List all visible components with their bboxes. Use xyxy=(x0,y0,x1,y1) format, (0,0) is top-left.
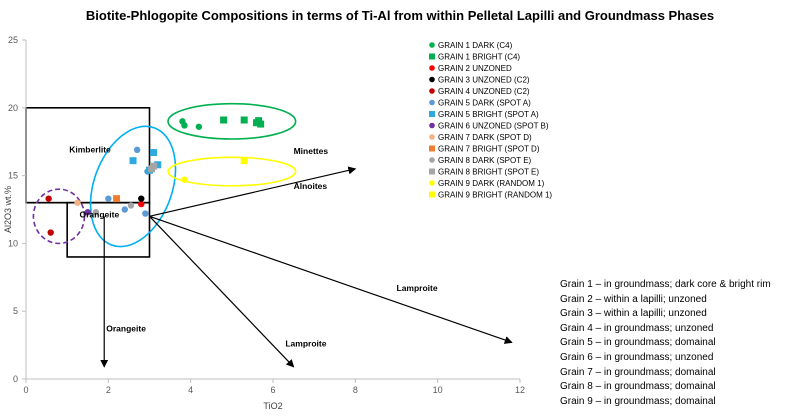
data-point-circle xyxy=(181,122,188,129)
legend-entry: GRAIN 1 BRIGHT (C4) xyxy=(438,53,520,62)
field-box-kimberlite xyxy=(25,107,151,204)
legend-marker-circle xyxy=(429,42,435,48)
data-point-square xyxy=(129,157,137,165)
data-point-circle xyxy=(138,195,145,202)
legend-entry: GRAIN 5 DARK (SPOT A) xyxy=(438,99,531,108)
data-point-circle xyxy=(105,195,112,202)
data-point-square xyxy=(220,116,228,124)
group-ellipse xyxy=(89,125,177,248)
x-tick-label: 10 xyxy=(433,385,443,395)
annotation-alnoites: Alnoites xyxy=(294,181,328,191)
grain-note: Grain 4 – in groundmass; unzoned xyxy=(560,322,714,334)
y-tick-label: 15 xyxy=(8,171,18,181)
legend-marker-circle xyxy=(429,65,435,71)
legend-marker-square xyxy=(429,191,435,198)
x-tick-label: 12 xyxy=(515,385,525,395)
legend-marker-circle xyxy=(429,180,435,186)
legend-entry: GRAIN 7 BRIGHT (SPOT D) xyxy=(438,145,540,154)
grain-note: Grain 1 – in groundmass; dark core & bri… xyxy=(560,279,771,290)
legend-marker-square xyxy=(429,53,435,60)
data-point-circle xyxy=(142,210,149,217)
data-point-square xyxy=(113,195,121,203)
data-point-circle xyxy=(181,176,188,183)
legend-entry: GRAIN 5 BRIGHT (SPOT A) xyxy=(438,110,539,119)
legend-entry: GRAIN 6 UNZONED (SPOT B) xyxy=(438,122,549,131)
annotation-minettes: Minettes xyxy=(294,146,329,156)
legend-marker-square xyxy=(429,168,435,175)
y-tick-label: 0 xyxy=(13,374,18,384)
legend-entry: GRAIN 7 DARK (SPOT D) xyxy=(438,133,532,142)
x-tick-label: 8 xyxy=(353,385,358,395)
legend-marker-circle xyxy=(429,99,435,106)
data-point-square xyxy=(240,116,248,124)
grain-note: Grain 3 – within a lapilli; unzoned xyxy=(560,308,707,320)
y-tick-label: 5 xyxy=(13,306,18,316)
y-tick-label: 25 xyxy=(8,35,18,45)
grain-note: Grain 8 – in groundmass; domainal xyxy=(560,381,716,393)
group-ellipse xyxy=(167,156,297,187)
grain-note: Grain 9 – in groundmass; domainal xyxy=(560,395,716,407)
legend-entry: GRAIN 8 DARK (SPOT E) xyxy=(438,156,532,165)
y-axis-label: Al2O3 wt.% xyxy=(3,186,13,233)
trend-arrow xyxy=(149,215,513,344)
annotation-lamproite: Lamproite xyxy=(285,338,326,348)
trend-arrow xyxy=(149,215,295,368)
x-tick-label: 6 xyxy=(270,385,275,395)
data-point-circle xyxy=(92,209,100,216)
data-point-square xyxy=(154,161,162,169)
y-tick-label: 20 xyxy=(8,103,18,113)
annotation-orangeite: Orangeite xyxy=(106,324,146,334)
legend-marker-square xyxy=(429,145,435,152)
grain-note: Grain 5 – in groundmass; domainal xyxy=(560,337,716,349)
annotation-kimberlite: Kimberlite xyxy=(69,145,111,155)
legend-marker-square xyxy=(429,111,435,117)
legend-entry: GRAIN 8 BRIGHT (SPOT E) xyxy=(438,168,539,177)
data-point-circle xyxy=(74,199,81,206)
annotation-lamproite: Lamproite xyxy=(397,283,438,293)
legend-marker-circle xyxy=(429,122,435,129)
data-point-circle xyxy=(138,200,145,208)
legend-marker-circle xyxy=(429,157,435,163)
legend-marker-circle xyxy=(429,134,435,140)
x-tick-label: 2 xyxy=(106,385,111,395)
data-point-circle xyxy=(121,206,128,213)
legend-entry: GRAIN 1 DARK (C4) xyxy=(438,41,513,50)
data-point-square xyxy=(240,157,248,165)
trend-arrow xyxy=(149,166,357,217)
legend-entry: GRAIN 9 BRIGHT (RANDOM 1) xyxy=(438,191,552,200)
grain-note: Grain 7 – in groundmass; domainal xyxy=(560,366,716,378)
legend-entry: GRAIN 9 DARK (RANDOM 1) xyxy=(438,179,545,188)
y-tick-label: 10 xyxy=(8,238,18,248)
data-point-square xyxy=(148,165,156,173)
x-axis-label: TiO2 xyxy=(263,401,282,411)
data-point-circle xyxy=(47,229,54,236)
data-point-circle xyxy=(45,195,52,202)
legend-entry: GRAIN 3 UNZONED (C2) xyxy=(438,76,530,85)
x-tick-label: 0 xyxy=(23,385,28,395)
group-ellipse xyxy=(32,188,86,245)
annotation-orangeite: Orangeite xyxy=(80,210,120,220)
group-ellipse xyxy=(167,102,297,140)
x-tick-label: 4 xyxy=(188,385,193,395)
data-point-circle xyxy=(195,123,203,130)
data-point-circle xyxy=(127,202,135,209)
data-point-square xyxy=(150,149,158,157)
chart-title: Biotite-Phlogopite Compositions in terms… xyxy=(85,8,715,23)
grain-note: Grain 6 – in groundmass; unzoned xyxy=(560,351,714,363)
legend-marker-circle xyxy=(429,88,435,94)
legend-marker-circle xyxy=(429,76,435,83)
legend-entry: GRAIN 2 UNZONED xyxy=(438,64,512,73)
data-point-square xyxy=(257,120,265,128)
grain-notes: Grain 1 – in groundmass; dark core & bri… xyxy=(560,278,771,409)
data-point-circle xyxy=(133,146,141,154)
data-point-circle xyxy=(84,209,91,216)
legend-entry: GRAIN 4 UNZONED (C2) xyxy=(438,87,530,96)
grain-note: Grain 2 – within a lapilli; unzoned xyxy=(560,293,707,305)
